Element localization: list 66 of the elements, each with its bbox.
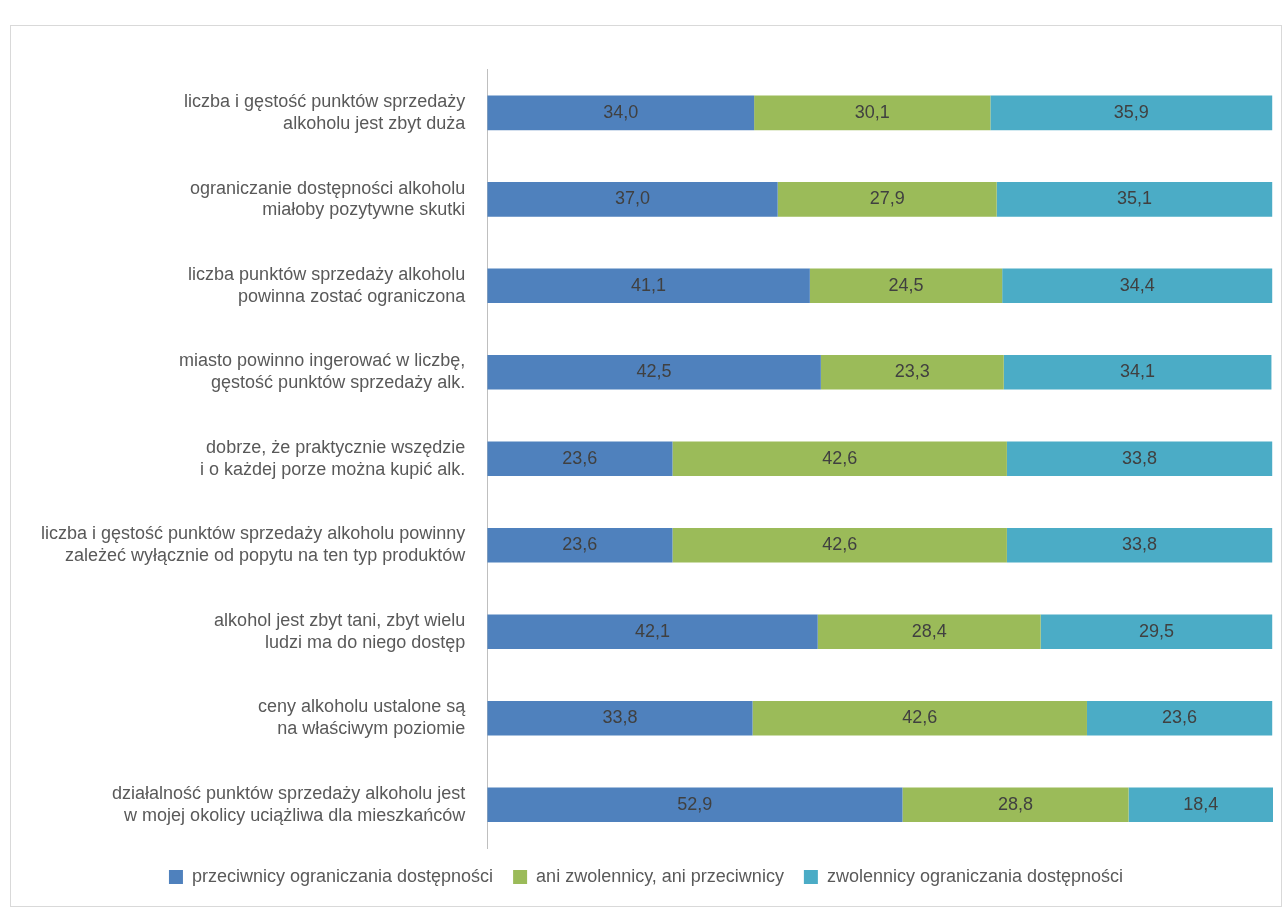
- bar: [1040, 614, 1273, 650]
- legend-label: przeciwnicy ograniczania dostępności: [191, 865, 494, 886]
- bar: [754, 95, 991, 131]
- y-tick-label: alkohol jest zbyt tani, zbyt wielu ludzi ma do niego dostęp: [214, 609, 466, 652]
- bar: [996, 182, 1273, 217]
- bar: [487, 700, 753, 736]
- data-label: 42,6: [822, 534, 858, 555]
- bar: [820, 355, 1004, 390]
- data-label: 30,1: [854, 101, 890, 122]
- data-label: 23,3: [894, 361, 930, 382]
- data-label: 42,5: [636, 361, 672, 382]
- data-label: 29,5: [1138, 620, 1174, 641]
- data-label: 42,6: [822, 447, 858, 468]
- data-label: 37,0: [614, 188, 650, 209]
- data-label: 18,4: [1183, 793, 1219, 814]
- data-label: 35,1: [1116, 188, 1152, 209]
- y-tick-label: ceny alkoholu ustalone są na właściwym poziomie: [258, 696, 467, 739]
- y-tick-label: liczba punktów sprzedaży alkoholu powinna zostać ograniczona: [188, 263, 467, 306]
- bar: [817, 614, 1041, 650]
- data-label: 33,8: [1122, 447, 1158, 468]
- y-tick-label: liczba i gęstość punktów sprzedaży alkoholu jest zbyt duża: [184, 91, 467, 133]
- y-tick-label: miasto powinno ingerować w liczbę, gęstość punktów sprzedaży alk.: [179, 350, 466, 393]
- data-label: 35,9: [1113, 101, 1149, 122]
- y-tick-label: liczba i gęstość punktów sprzedaży alkoholu powinny zależeć wyłącznie od popytu na ten typ produktów: [41, 523, 467, 566]
- bar: [487, 95, 755, 131]
- data-label: 23,6: [562, 447, 598, 468]
- data-label: 42,6: [902, 707, 938, 728]
- bar: [1003, 355, 1272, 390]
- bar: [487, 355, 821, 390]
- data-label: 34,0: [603, 101, 639, 122]
- bar: [487, 527, 673, 563]
- bar: [777, 182, 997, 217]
- bar: [487, 182, 778, 217]
- data-label: 34,1: [1120, 361, 1156, 382]
- data-label: 41,1: [631, 274, 667, 295]
- bar: [487, 441, 673, 477]
- bar: [902, 787, 1129, 823]
- data-label: 33,8: [602, 707, 638, 728]
- bar: [1006, 441, 1273, 477]
- data-label: 42,1: [634, 620, 670, 641]
- data-label: 33,8: [1122, 534, 1158, 555]
- data-label: 23,6: [562, 534, 598, 555]
- legend-label: ani zwolennicy, ani przeciwnicy: [536, 865, 784, 886]
- bar: [1086, 700, 1273, 736]
- bar: [752, 700, 1087, 736]
- data-label: 27,9: [869, 188, 905, 209]
- y-tick-label: działalność punktów sprzedaży alkoholu jest w mojej okolicy uciążliwa dla mieszkańców: [112, 782, 467, 825]
- bar: [672, 527, 1007, 563]
- legend-label: zwolennicy ograniczania dostępności: [826, 865, 1124, 886]
- data-label: 24,5: [888, 274, 924, 295]
- data-label: 34,4: [1119, 274, 1155, 295]
- bar: [1006, 527, 1273, 563]
- bar: [990, 95, 1273, 131]
- y-tick-label: dobrze, że praktycznie wszędzie i o każdej porze można kupić alk.: [200, 436, 466, 479]
- data-label: 52,9: [677, 793, 713, 814]
- bar: [1128, 787, 1273, 823]
- bar: [487, 614, 818, 650]
- data-label: 23,6: [1162, 707, 1198, 728]
- bar: [672, 441, 1007, 477]
- bar: [1002, 268, 1273, 304]
- bar: [487, 787, 903, 823]
- bar: [809, 268, 1003, 304]
- y-tick-label: ograniczanie dostępności alkoholu miałoby pozytywne skutki: [190, 177, 466, 220]
- data-label: 28,8: [998, 793, 1034, 814]
- bar: [487, 268, 810, 304]
- data-label: 28,4: [911, 620, 947, 641]
